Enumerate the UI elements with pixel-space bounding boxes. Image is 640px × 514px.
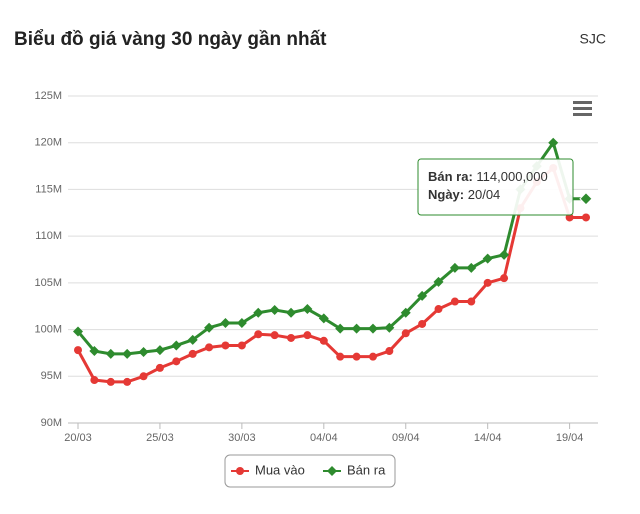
tooltip-number: 114,000,000 [476, 169, 547, 184]
point [171, 340, 182, 351]
point [466, 262, 477, 273]
y-tick-label: 95M [41, 370, 62, 382]
x-tick-label: 25/03 [146, 432, 174, 444]
legend-label: Mua vào [255, 462, 305, 477]
menu-bar [573, 107, 592, 110]
point [155, 363, 164, 372]
point [187, 334, 198, 345]
x-tick-label: 09/04 [392, 432, 420, 444]
tooltip-date-label: Ngày [428, 187, 461, 202]
point [74, 346, 82, 355]
point [336, 352, 345, 361]
point [400, 307, 411, 318]
point [434, 305, 443, 314]
y-tick-label: 90M [41, 417, 62, 429]
point [367, 323, 378, 334]
legend-label: Bán ra [347, 462, 386, 477]
tooltip: Bán ra: 114,000,000 Ngày: 20/04 [417, 158, 574, 216]
point [548, 137, 559, 148]
point [319, 336, 328, 345]
point [579, 192, 593, 206]
point [269, 304, 280, 315]
point [139, 372, 148, 381]
y-tick-label: 115M [35, 183, 62, 195]
point [204, 322, 215, 333]
point [352, 352, 361, 361]
point [188, 349, 197, 358]
point [270, 331, 279, 340]
tooltip-box [417, 158, 574, 216]
point [327, 466, 337, 476]
point [335, 323, 346, 334]
source-label: SJC [580, 31, 606, 47]
x-tick-label: 14/04 [474, 432, 502, 444]
point [237, 341, 246, 350]
point [105, 348, 116, 359]
y-tick-label: 110M [35, 230, 62, 242]
point [417, 290, 428, 301]
point [138, 346, 149, 357]
point [73, 326, 83, 337]
point [368, 352, 377, 361]
point [500, 274, 509, 283]
point [467, 297, 476, 306]
point [89, 346, 100, 357]
point [482, 253, 493, 264]
point [302, 304, 313, 315]
point [433, 276, 444, 287]
point [499, 249, 510, 260]
point [106, 377, 115, 386]
menu-bar [573, 101, 592, 104]
point [253, 307, 264, 318]
legend-item[interactable]: Mua vào [231, 462, 305, 477]
point [401, 329, 410, 338]
point [582, 213, 590, 222]
point [351, 323, 362, 334]
x-tick-label: 04/04 [310, 432, 338, 444]
legend-item[interactable]: Bán ra [323, 462, 386, 477]
point [287, 333, 296, 342]
x-tick-label: 19/04 [556, 432, 584, 444]
point [236, 467, 244, 475]
menu-bar [573, 113, 592, 116]
point [254, 330, 263, 339]
y-tick-label: 100M [34, 323, 62, 335]
tooltip-value: Bán ra: 114,000,000 [428, 169, 548, 184]
point [384, 322, 395, 333]
point [449, 262, 460, 273]
point [286, 307, 297, 318]
point [385, 347, 394, 356]
point [483, 278, 492, 287]
point [122, 348, 133, 359]
legend: Mua vào Bán ra [224, 454, 396, 488]
menu-button[interactable] [573, 101, 592, 116]
point [220, 318, 231, 329]
tooltip-date-value: 20/04 [468, 187, 501, 202]
point [236, 318, 247, 329]
point [154, 345, 165, 356]
point [205, 343, 214, 352]
point [123, 377, 132, 386]
point [172, 357, 181, 366]
legend-box [224, 454, 396, 488]
plot-area: 90M 95M 100M 105M 110M 115M 120M 125M 20/03 25/03… [34, 90, 598, 444]
point [303, 331, 312, 340]
x-tick-label: 30/03 [228, 432, 256, 444]
point [90, 376, 99, 385]
point [418, 319, 427, 328]
y-tick-label: 105M [34, 277, 62, 289]
point [318, 313, 329, 324]
point [450, 297, 459, 306]
y-tick-label: 120M [34, 137, 62, 149]
y-tick-label: 125M [34, 90, 62, 102]
tooltip-date: Ngày: 20/04 [428, 187, 500, 202]
tooltip-series: Bán ra [428, 169, 469, 184]
x-tick-label: 20/03 [64, 432, 92, 444]
point [221, 341, 230, 350]
chart-title: Biểu đồ giá vàng 30 ngày gần nhất [14, 29, 327, 50]
